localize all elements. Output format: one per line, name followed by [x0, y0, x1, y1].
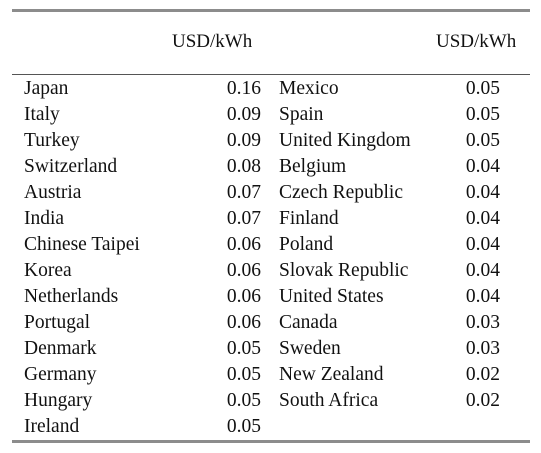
header-divider-rule	[12, 74, 530, 75]
country-name: Belgium	[279, 156, 347, 177]
price-value: 0.04	[465, 156, 500, 177]
price-value: 0.03	[465, 312, 500, 333]
country-name: United States	[279, 286, 384, 307]
price-value: 0.04	[465, 208, 500, 229]
country-name: New Zealand	[279, 364, 384, 385]
country-name: South Africa	[279, 390, 379, 411]
country-name: Mexico	[279, 78, 339, 99]
country-name: Hungary	[24, 390, 93, 411]
country-name: Austria	[24, 182, 82, 203]
country-name: Czech Republic	[279, 182, 403, 203]
country-name: Turkey	[24, 130, 80, 151]
price-value: 0.06	[226, 234, 261, 255]
country-name: Canada	[279, 312, 338, 333]
country-name: Germany	[24, 364, 97, 385]
country-name: Sweden	[279, 338, 341, 359]
country-name: Portugal	[24, 312, 91, 333]
price-value: 0.09	[226, 104, 261, 125]
price-value: 0.07	[226, 208, 261, 229]
country-name: Switzerland	[24, 156, 118, 177]
country-name: United Kingdom	[279, 130, 411, 151]
price-value: 0.04	[465, 234, 500, 255]
price-value: 0.05	[465, 130, 500, 151]
price-value: 0.06	[226, 312, 261, 333]
country-name: Slovak Republic	[279, 260, 409, 281]
country-name: Netherlands	[24, 286, 119, 307]
price-value: 0.07	[226, 182, 261, 203]
price-value: 0.16	[226, 78, 261, 99]
price-value: 0.02	[465, 390, 500, 411]
price-value: 0.05	[465, 104, 500, 125]
price-value: 0.08	[226, 156, 261, 177]
price-value: 0.06	[226, 286, 261, 307]
country-name: Denmark	[24, 338, 97, 359]
price-value: 0.04	[465, 260, 500, 281]
price-value: 0.05	[226, 390, 261, 411]
price-value: 0.04	[465, 182, 500, 203]
price-value: 0.05	[465, 78, 500, 99]
country-name: Korea	[24, 260, 72, 281]
country-name: Japan	[24, 78, 69, 99]
price-value: 0.02	[465, 364, 500, 385]
price-value: 0.05	[226, 364, 261, 385]
country-name: Finland	[279, 208, 339, 229]
price-value: 0.06	[226, 260, 261, 281]
country-name: Chinese Taipei	[24, 234, 140, 255]
price-value: 0.05	[226, 416, 261, 437]
price-value: 0.09	[226, 130, 261, 151]
table-bottom-rule	[12, 440, 530, 443]
country-name: Ireland	[24, 416, 80, 437]
country-name: Spain	[279, 104, 324, 125]
price-value: 0.05	[226, 338, 261, 359]
price-value: 0.04	[465, 286, 500, 307]
column-header-right: USD/kWh	[436, 31, 517, 52]
price-value: 0.03	[465, 338, 500, 359]
country-name: India	[24, 208, 65, 229]
country-name: Italy	[24, 104, 60, 125]
country-name: Poland	[279, 234, 334, 255]
table-top-rule	[12, 9, 530, 12]
column-header-left: USD/kWh	[172, 31, 253, 52]
